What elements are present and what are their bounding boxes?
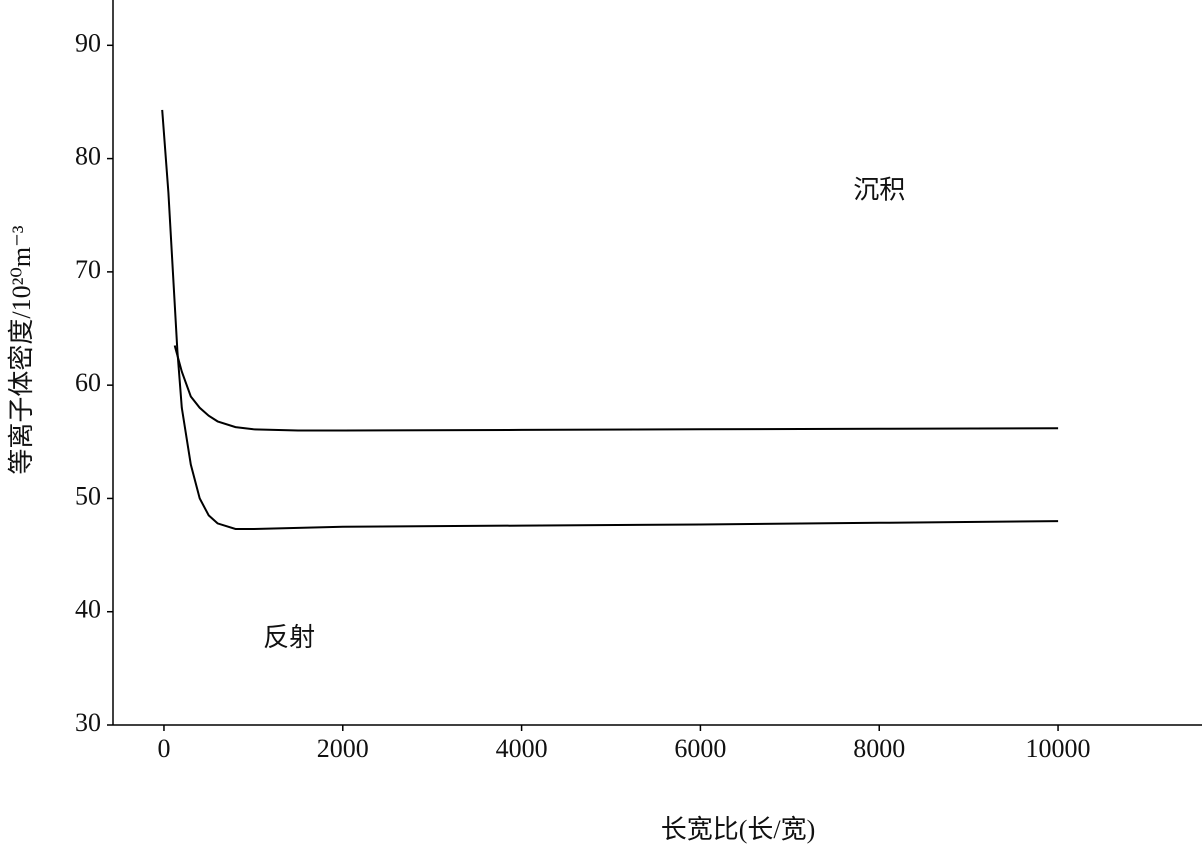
y-tick-label: 30: [75, 708, 101, 737]
y-axis-label: 等离子体密度/10²⁰m⁻³: [7, 225, 36, 474]
line: [161, 109, 1059, 530]
x-tick-label: 0: [157, 734, 170, 763]
x-tick-label: 8000: [853, 734, 905, 763]
y-tick-label: 50: [75, 481, 101, 510]
y-tick-label: 90: [75, 28, 101, 57]
x-tick-label: 6000: [674, 734, 726, 763]
annotation: 沉积: [853, 176, 905, 205]
x-axis-label: 长宽比(长/宽): [661, 815, 816, 844]
y-tick-label: 40: [75, 595, 101, 624]
y-tick-label: 70: [75, 255, 101, 284]
line: [173, 345, 1059, 432]
x-tick-label: 4000: [496, 734, 548, 763]
y-tick-label: 60: [75, 368, 101, 397]
annotation: 反射: [263, 623, 315, 652]
x-tick-label: 10000: [1026, 734, 1091, 763]
y-tick-label: 80: [75, 142, 101, 171]
x-tick-label: 2000: [317, 734, 369, 763]
